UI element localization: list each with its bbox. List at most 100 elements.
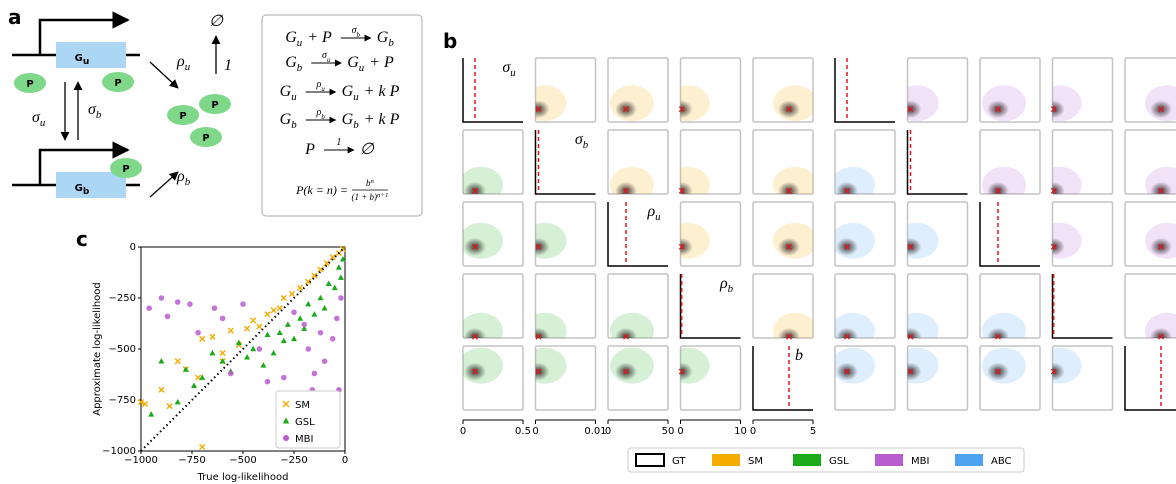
math-symbol: σ [32,109,41,126]
density-shading [1052,181,1065,194]
math-subscript: b [96,109,102,121]
true-value-marker [1050,187,1057,194]
protein-label: P [202,133,209,144]
cell-frame [1051,57,1114,123]
cell-frame [679,201,742,267]
math-subscript: b [728,283,734,295]
true-value-marker [907,106,914,113]
protein-blob [199,94,231,114]
diag-axes [679,274,741,339]
true-value-marker [623,368,629,375]
protein-blob [110,158,142,178]
math-label: Gb [342,111,360,131]
cell-frame [462,273,524,339]
x-axis-label: True log-likelihood [197,472,289,483]
gene-box [56,172,126,198]
x-tick-label: 0 [750,426,756,437]
cell-frame [462,129,524,195]
math-symbol: + P [307,29,332,46]
cell-frame [1051,201,1114,267]
x-tick-label: 5 [810,426,816,437]
point [199,443,206,451]
point [337,274,344,280]
point [305,300,312,307]
math-label: + k P [364,83,400,100]
point [227,370,234,377]
true-value-marker [472,243,478,250]
y-tick-label: −250 [109,293,136,304]
cell-frame [679,57,742,123]
x-tick-label: −500 [229,455,256,466]
math-label: Gu [280,83,298,103]
math-label: Gu [342,83,360,103]
panel-label: c [76,227,88,251]
density-shading [1052,237,1065,256]
point [158,295,165,301]
math-label: 1 [224,57,232,74]
density-shading [907,100,922,119]
math-symbol: σ [88,101,97,118]
density-shading [1052,362,1065,381]
protein-blobs [14,72,231,178]
true-value-marker [844,243,850,250]
point [209,333,216,340]
math-label: σb [575,131,589,151]
identity-line [140,246,346,452]
density-shading [615,327,637,338]
math-symbol: G [342,83,354,100]
math-subscript: u [655,211,661,223]
formula-base: (1 + b) [351,192,377,202]
math-symbol: 1 [336,137,341,148]
point [260,362,267,368]
true-value-marker [995,187,1001,194]
point [211,305,218,312]
formula-base: b [366,178,371,188]
math-subscript: b [321,114,325,121]
arrow [149,61,179,89]
math-label: σb [88,101,102,121]
math-symbol: G [377,29,389,46]
math-symbol: ρ [316,107,322,118]
cell-frame [534,57,597,123]
point [250,317,257,324]
math-label: + k P [364,111,400,128]
math-subscript: u [353,91,359,103]
point [209,349,216,356]
protein-blob [167,105,199,125]
degraded-symbol: ∅ [209,13,224,30]
math-label: Gu [347,54,365,74]
cell-frame [979,273,1041,339]
true-value-marker [1158,187,1164,194]
math-symbol: ρ [646,203,655,220]
point [166,403,173,410]
protein-label: P [114,78,121,89]
density-shading [680,100,693,119]
math-symbol: ρ [316,79,322,90]
true-value-marker [786,333,792,340]
point [338,295,344,301]
gene-label: Gu [75,53,90,67]
cell-frame [906,273,969,339]
point [227,327,234,334]
y-axis-label: Approximate log-likelihood [92,282,103,416]
math-subscript: u [321,86,325,93]
diag-axes [1124,346,1176,411]
math-label: σb [352,25,361,39]
gene-subscript: b [83,187,90,197]
x-tick-label: −750 [178,455,205,466]
density-shading [836,327,858,338]
point [311,311,318,317]
cell-frame [1051,129,1114,195]
x-tick-label: 0.5 [515,426,531,437]
protein-blob [102,72,134,92]
true-value-marker [623,187,629,194]
cell-frame [979,345,1041,411]
true-value-marker [844,187,850,194]
point [305,278,312,285]
math-symbol: ∅ [360,141,375,158]
protein-label: P [179,111,186,122]
true-value-marker [1158,243,1164,250]
point [280,294,287,302]
legend-swatch [635,453,665,467]
